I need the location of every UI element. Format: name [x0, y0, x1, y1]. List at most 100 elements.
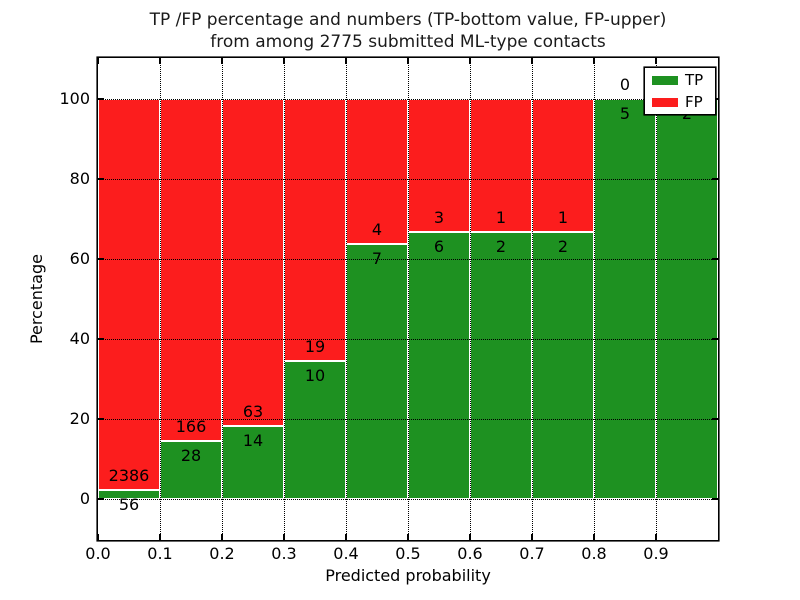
bar-segment-fp — [98, 99, 160, 490]
x-tick-label: 0.8 — [581, 544, 607, 563]
bar-count-label-tp: 14 — [242, 431, 264, 451]
legend-label-tp: TP — [685, 71, 704, 89]
x-tick-label: 0.0 — [85, 544, 111, 563]
bar-count-label-fp: 0 — [619, 75, 631, 94]
bar-count-label-fp: 2386 — [108, 465, 150, 485]
y-tick-mark — [98, 178, 104, 180]
x-tick-label: 0.9 — [643, 544, 669, 563]
chart-title-line2: from among 2775 submitted ML-type contac… — [210, 32, 606, 52]
bar-segment-fp — [284, 99, 346, 362]
bar-segment-tp — [594, 99, 656, 499]
x-tick-label: 0.6 — [457, 544, 483, 563]
y-tick-mark — [712, 98, 718, 100]
y-tick-label: 0 — [79, 489, 90, 508]
y-tick-mark — [98, 258, 104, 260]
x-tick-label: 0.4 — [333, 544, 359, 563]
bar-segment-tp — [408, 232, 470, 499]
x-tick-mark — [531, 58, 533, 64]
x-tick-mark — [345, 534, 347, 540]
legend-swatch-fp-icon — [652, 97, 678, 107]
y-tick-mark — [712, 418, 718, 420]
bar-count-label-tp: 6 — [433, 237, 445, 257]
y-tick-mark — [98, 418, 104, 420]
gridline-horizontal — [98, 338, 718, 340]
y-tick-label: 20 — [69, 409, 90, 428]
x-axis-label: Predicted probability — [325, 566, 491, 585]
gridline-vertical — [283, 58, 285, 540]
y-tick-mark — [712, 498, 718, 500]
plot-area: 2386561662863141910473612120502 — [97, 58, 718, 540]
x-tick-label: 0.1 — [147, 544, 173, 563]
x-tick-label: 0.3 — [271, 544, 297, 563]
bar-segment-tp — [532, 232, 594, 499]
gridline-horizontal — [98, 178, 718, 180]
x-tick-mark — [469, 534, 471, 540]
gridline-horizontal — [98, 418, 718, 420]
x-tick-mark — [655, 58, 657, 64]
bar-count-label-tp: 2 — [557, 237, 569, 257]
x-tick-mark — [407, 58, 409, 64]
x-tick-mark — [593, 534, 595, 540]
x-tick-mark — [407, 534, 409, 540]
x-tick-mark — [469, 58, 471, 64]
bar-count-label-tp: 56 — [118, 494, 140, 514]
legend-item-tp: TP — [645, 72, 715, 88]
bar-count-label-tp: 5 — [619, 104, 631, 123]
legend-label-fp: FP — [685, 93, 703, 111]
x-tick-mark — [345, 58, 347, 64]
bar-count-label-fp: 4 — [371, 220, 383, 240]
x-tick-label: 0.2 — [209, 544, 235, 563]
gridline-vertical — [407, 58, 409, 540]
gridline-vertical — [469, 58, 471, 540]
x-tick-mark — [593, 58, 595, 64]
bar-count-label-tp: 2 — [495, 237, 507, 257]
gridline-horizontal — [98, 258, 718, 260]
gridline-vertical — [655, 58, 657, 540]
gridline-horizontal — [98, 498, 718, 500]
gridline-vertical — [221, 58, 223, 540]
y-tick-mark — [98, 98, 104, 100]
bar-count-label-fp: 63 — [242, 402, 264, 422]
y-tick-mark — [98, 338, 104, 340]
bar-count-label-fp: 19 — [304, 337, 326, 357]
bar-count-label-fp: 1 — [557, 208, 569, 228]
x-tick-mark — [283, 534, 285, 540]
chart-title-line1: TP /FP percentage and numbers (TP-bottom… — [149, 10, 667, 30]
gridline-horizontal — [98, 98, 718, 100]
x-tick-mark — [97, 534, 99, 540]
x-tick-label: 0.7 — [519, 544, 545, 563]
y-tick-label: 100 — [59, 89, 90, 108]
legend: TP FP — [645, 68, 715, 114]
x-tick-mark — [97, 58, 99, 64]
y-tick-mark — [712, 338, 718, 340]
bar-segment-fp — [470, 99, 532, 233]
x-tick-mark — [159, 58, 161, 64]
bar-count-label-tp: 10 — [304, 366, 326, 386]
x-tick-mark — [159, 534, 161, 540]
y-tick-label: 60 — [69, 249, 90, 268]
x-tick-mark — [221, 534, 223, 540]
x-tick-mark — [283, 58, 285, 64]
bar-segment-tp — [470, 232, 532, 499]
x-tick-label: 0.5 — [395, 544, 421, 563]
bar-count-label-tp: 28 — [180, 446, 202, 466]
y-axis-label: Percentage — [27, 254, 46, 345]
x-tick-mark — [221, 58, 223, 64]
bar-count-label-fp: 166 — [175, 417, 207, 437]
gridline-vertical — [345, 58, 347, 540]
gridline-vertical — [593, 58, 595, 540]
bar-segment-fp — [532, 99, 594, 233]
x-tick-mark — [655, 534, 657, 540]
bar-segment-fp — [408, 99, 470, 233]
legend-swatch-tp-icon — [652, 75, 678, 85]
bar-segment-tp — [346, 244, 408, 499]
bar-segment-tp — [222, 426, 284, 499]
legend-item-fp: FP — [645, 94, 715, 110]
gridline-vertical — [159, 58, 161, 540]
bar-segment-tp — [656, 99, 718, 499]
bar-segment-fp — [160, 99, 222, 442]
x-tick-mark — [531, 534, 533, 540]
y-tick-label: 40 — [69, 329, 90, 348]
y-tick-mark — [712, 258, 718, 260]
